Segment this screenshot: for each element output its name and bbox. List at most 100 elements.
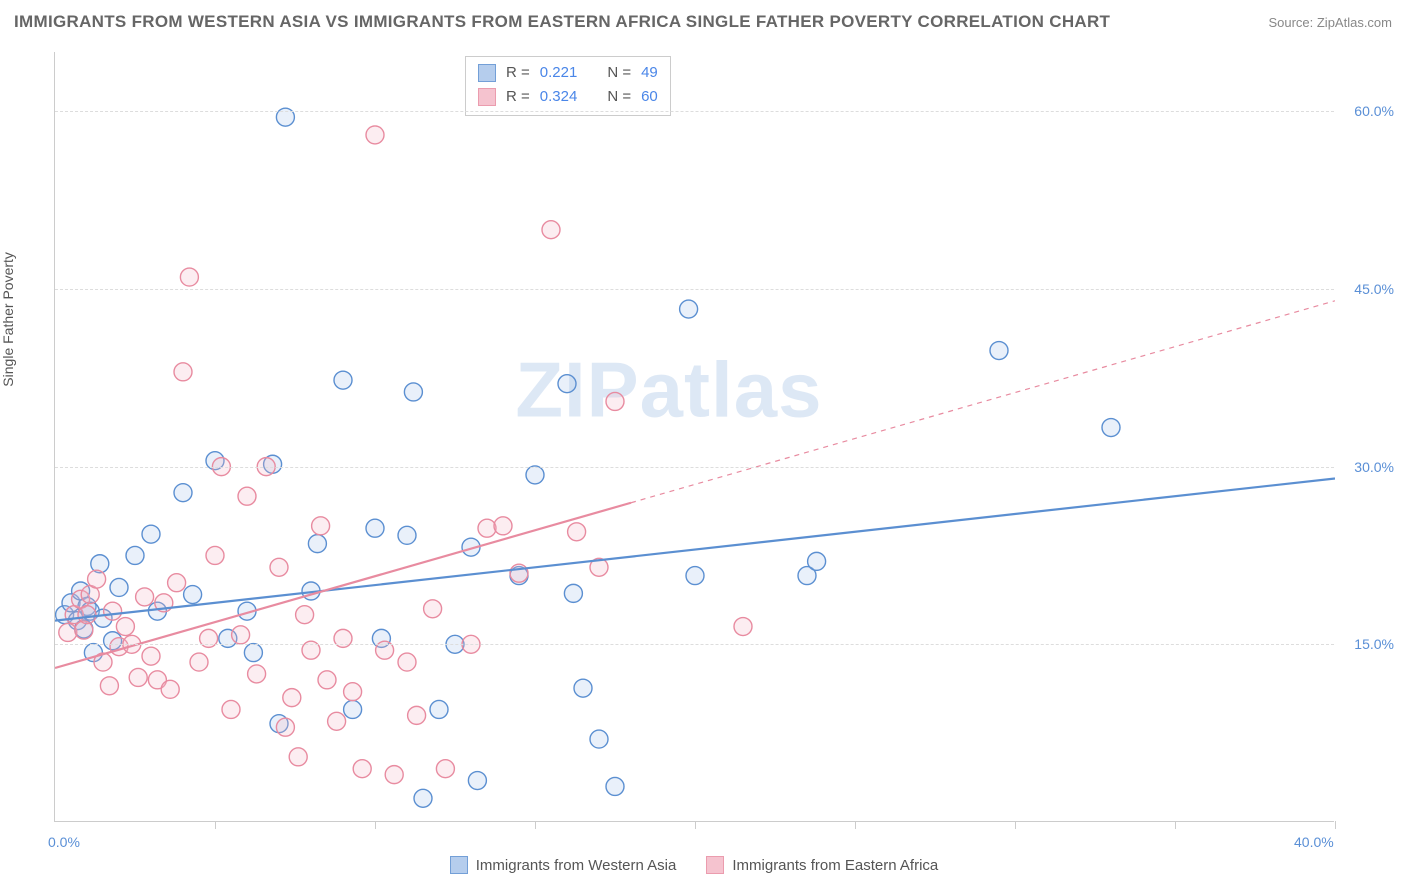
scatter-point	[129, 668, 147, 686]
scatter-point	[353, 760, 371, 778]
stats-r-label: R =	[506, 85, 530, 109]
scatter-point	[568, 523, 586, 541]
scatter-point	[174, 363, 192, 381]
grid-line	[55, 111, 1334, 112]
stats-n-label: N =	[607, 61, 631, 85]
scatter-point	[289, 748, 307, 766]
grid-line	[55, 644, 1334, 645]
scatter-point	[808, 552, 826, 570]
legend-swatch	[478, 88, 496, 106]
scatter-point	[168, 574, 186, 592]
chart-source: Source: ZipAtlas.com	[1268, 15, 1392, 30]
chart-header: IMMIGRANTS FROM WESTERN ASIA VS IMMIGRAN…	[14, 12, 1392, 32]
grid-line	[55, 289, 1334, 290]
x-tick	[855, 821, 856, 829]
scatter-point	[436, 760, 454, 778]
scatter-point	[334, 371, 352, 389]
scatter-point	[1102, 419, 1120, 437]
scatter-point	[385, 766, 403, 784]
scatter-point	[564, 584, 582, 602]
scatter-point	[116, 618, 134, 636]
x-tick	[375, 821, 376, 829]
scatter-point	[478, 519, 496, 537]
scatter-point	[366, 126, 384, 144]
scatter-point	[366, 519, 384, 537]
scatter-point	[100, 677, 118, 695]
legend-item: Immigrants from Eastern Africa	[706, 856, 938, 874]
scatter-point	[222, 700, 240, 718]
scatter-point	[161, 680, 179, 698]
legend-bottom: Immigrants from Western Asia Immigrants f…	[54, 856, 1334, 874]
legend-swatch	[450, 856, 468, 874]
legend-label: Immigrants from Western Asia	[476, 857, 677, 874]
plot-area: ZIPatlas R =0.221N =49R =0.324N =60 15.0…	[54, 52, 1334, 822]
scatter-point	[190, 653, 208, 671]
scatter-point	[408, 706, 426, 724]
scatter-point	[110, 578, 128, 596]
scatter-point	[344, 683, 362, 701]
scatter-point	[78, 606, 96, 624]
stats-row: R =0.324N =60	[478, 85, 658, 109]
scatter-point	[283, 689, 301, 707]
scatter-point	[308, 535, 326, 553]
scatter-point	[990, 342, 1008, 360]
scatter-point	[734, 618, 752, 636]
scatter-point	[296, 606, 314, 624]
scatter-point	[680, 300, 698, 318]
x-tick	[1175, 821, 1176, 829]
stats-n-label: N =	[607, 85, 631, 109]
x-tick	[215, 821, 216, 829]
trend-line-extrapolated	[631, 301, 1335, 503]
stats-n-value: 49	[641, 61, 658, 85]
scatter-point	[542, 221, 560, 239]
legend-label: Immigrants from Eastern Africa	[732, 857, 938, 874]
scatter-point	[574, 679, 592, 697]
scatter-point	[174, 484, 192, 502]
stats-r-label: R =	[506, 61, 530, 85]
scatter-point	[424, 600, 442, 618]
scatter-point	[398, 526, 416, 544]
scatter-point	[344, 700, 362, 718]
scatter-point	[312, 517, 330, 535]
scatter-point	[686, 567, 704, 585]
scatter-point	[238, 487, 256, 505]
scatter-point	[590, 730, 608, 748]
stats-r-value: 0.324	[540, 85, 578, 109]
x-axis-max-label: 40.0%	[1294, 834, 1334, 850]
scatter-point	[244, 644, 262, 662]
scatter-point	[606, 777, 624, 795]
legend-swatch	[706, 856, 724, 874]
scatter-point	[88, 570, 106, 588]
y-tick-label: 60.0%	[1354, 103, 1394, 119]
x-axis-min-label: 0.0%	[48, 834, 80, 850]
x-tick	[1335, 821, 1336, 829]
scatter-point	[270, 558, 288, 576]
scatter-point	[318, 671, 336, 689]
scatter-point	[126, 546, 144, 564]
x-tick	[695, 821, 696, 829]
y-axis-label: Single Father Poverty	[0, 252, 16, 387]
scatter-point	[328, 712, 346, 730]
scatter-point	[404, 383, 422, 401]
scatter-point	[468, 772, 486, 790]
y-tick-label: 30.0%	[1354, 459, 1394, 475]
scatter-point	[142, 525, 160, 543]
scatter-point	[206, 546, 224, 564]
y-tick-label: 15.0%	[1354, 636, 1394, 652]
scatter-point	[248, 665, 266, 683]
scatter-point	[526, 466, 544, 484]
correlation-stats-box: R =0.221N =49R =0.324N =60	[465, 56, 671, 116]
x-tick	[535, 821, 536, 829]
scatter-point	[136, 588, 154, 606]
scatter-point	[104, 602, 122, 620]
scatter-point	[494, 517, 512, 535]
legend-item: Immigrants from Western Asia	[450, 856, 677, 874]
scatter-point	[142, 647, 160, 665]
x-tick	[1015, 821, 1016, 829]
scatter-point	[276, 718, 294, 736]
scatter-point	[184, 586, 202, 604]
scatter-point	[414, 789, 432, 807]
scatter-point	[180, 268, 198, 286]
grid-line	[55, 467, 1334, 468]
scatter-point	[232, 626, 250, 644]
